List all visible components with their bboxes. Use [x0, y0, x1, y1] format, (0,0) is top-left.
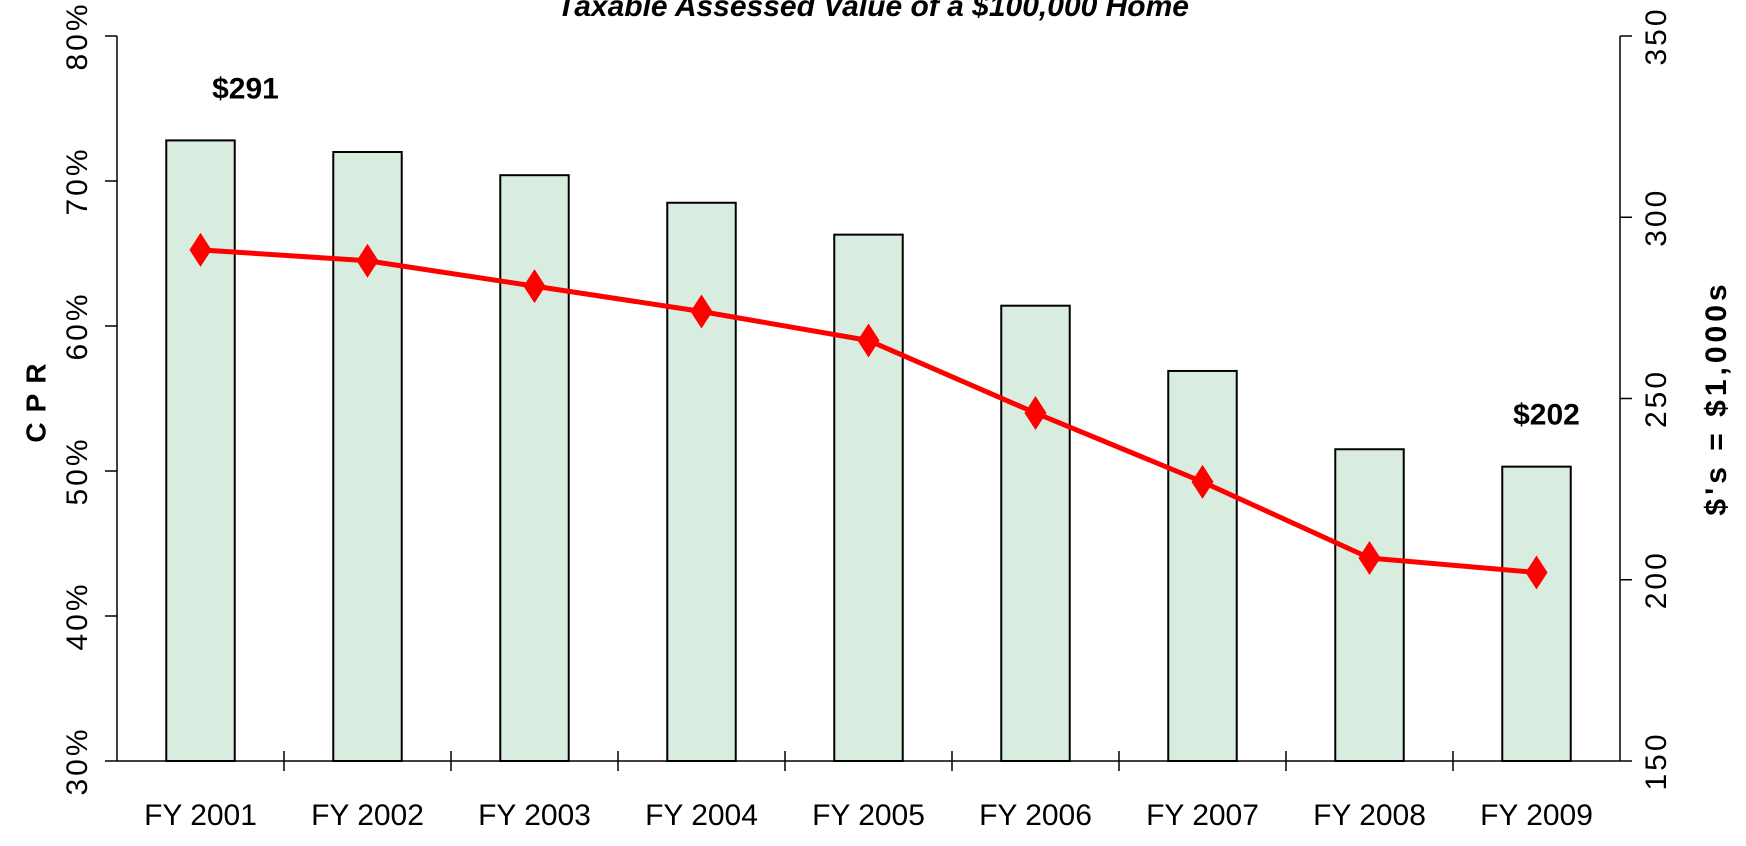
x-tick-label: FY 2004	[645, 799, 758, 832]
marker	[189, 232, 212, 267]
bar	[1000, 304, 1071, 762]
y-tick-label: 60%	[61, 291, 94, 360]
bar	[1334, 448, 1405, 762]
y-tick-label: 50%	[61, 436, 94, 505]
marker	[1358, 541, 1381, 575]
x-tick-label: FY 2007	[1146, 799, 1259, 832]
x-tick-label: FY 2006	[979, 799, 1092, 832]
marker	[356, 243, 379, 278]
x-tick-label: FY 2002	[311, 799, 424, 832]
x-tick-label: FY 2003	[478, 799, 591, 832]
y2-axis-label: $'s = $1,000s	[1700, 280, 1733, 515]
y2-tick-label: 350	[1640, 6, 1673, 65]
bar	[833, 233, 904, 762]
value-label: $202	[1513, 399, 1580, 432]
marker	[857, 323, 880, 358]
bar	[666, 201, 737, 762]
y-tick-label: 80%	[61, 1, 94, 70]
x-tick-label: FY 2001	[144, 799, 257, 832]
bar	[1167, 369, 1238, 762]
x-tick-label: FY 2008	[1313, 799, 1426, 832]
y2-tick-label: 150	[1640, 731, 1673, 790]
y2-tick-label: 250	[1640, 369, 1673, 428]
bar	[1501, 465, 1572, 762]
y-tick-label: 70%	[61, 146, 94, 215]
y-axis-label: CPR	[20, 353, 51, 442]
y-tick-label: 40%	[61, 581, 94, 650]
marker	[523, 269, 546, 304]
marker	[690, 294, 713, 329]
bar	[332, 151, 403, 762]
x-tick-label: FY 2005	[812, 799, 925, 832]
bar	[499, 174, 570, 762]
marker	[1525, 555, 1548, 590]
x-tick-label: FY 2009	[1480, 799, 1593, 832]
marker	[1191, 464, 1214, 499]
value-label: $291	[212, 72, 279, 105]
marker	[1024, 396, 1047, 430]
y-tick-label: 30%	[61, 726, 94, 795]
chart-title: Taxable Assessed Value of a $100,000 Hom…	[557, 0, 1189, 23]
y2-tick-label: 200	[1640, 550, 1673, 609]
y2-tick-label: 300	[1640, 188, 1673, 247]
